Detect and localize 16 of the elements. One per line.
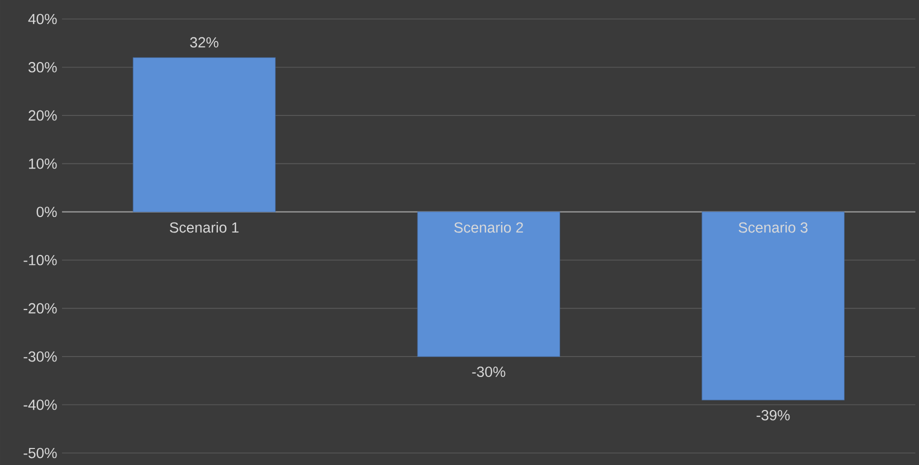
y-tick-label: -10% (24, 254, 57, 266)
y-tick-label: -50% (24, 448, 57, 458)
x-tick-label: Scenario 1 (170, 222, 239, 233)
y-tick-label: 0% (36, 206, 57, 218)
x-tick-label: Scenario 3 (738, 222, 808, 233)
data-label: -30% (472, 366, 506, 377)
y-tick-label: -30% (24, 351, 57, 362)
y-tick-label: 40% (28, 14, 57, 24)
y-tick-label: -40% (24, 400, 57, 410)
y-tick-label: 30% (28, 62, 57, 72)
y-tick-label: 10% (29, 158, 57, 169)
x-tick-label: Scenario 2 (454, 222, 523, 233)
data-label: -39% (756, 410, 790, 420)
data-label: 32% (190, 37, 218, 48)
y-tick-label: -20% (24, 303, 57, 314)
y-tick-label: 20% (28, 110, 57, 121)
